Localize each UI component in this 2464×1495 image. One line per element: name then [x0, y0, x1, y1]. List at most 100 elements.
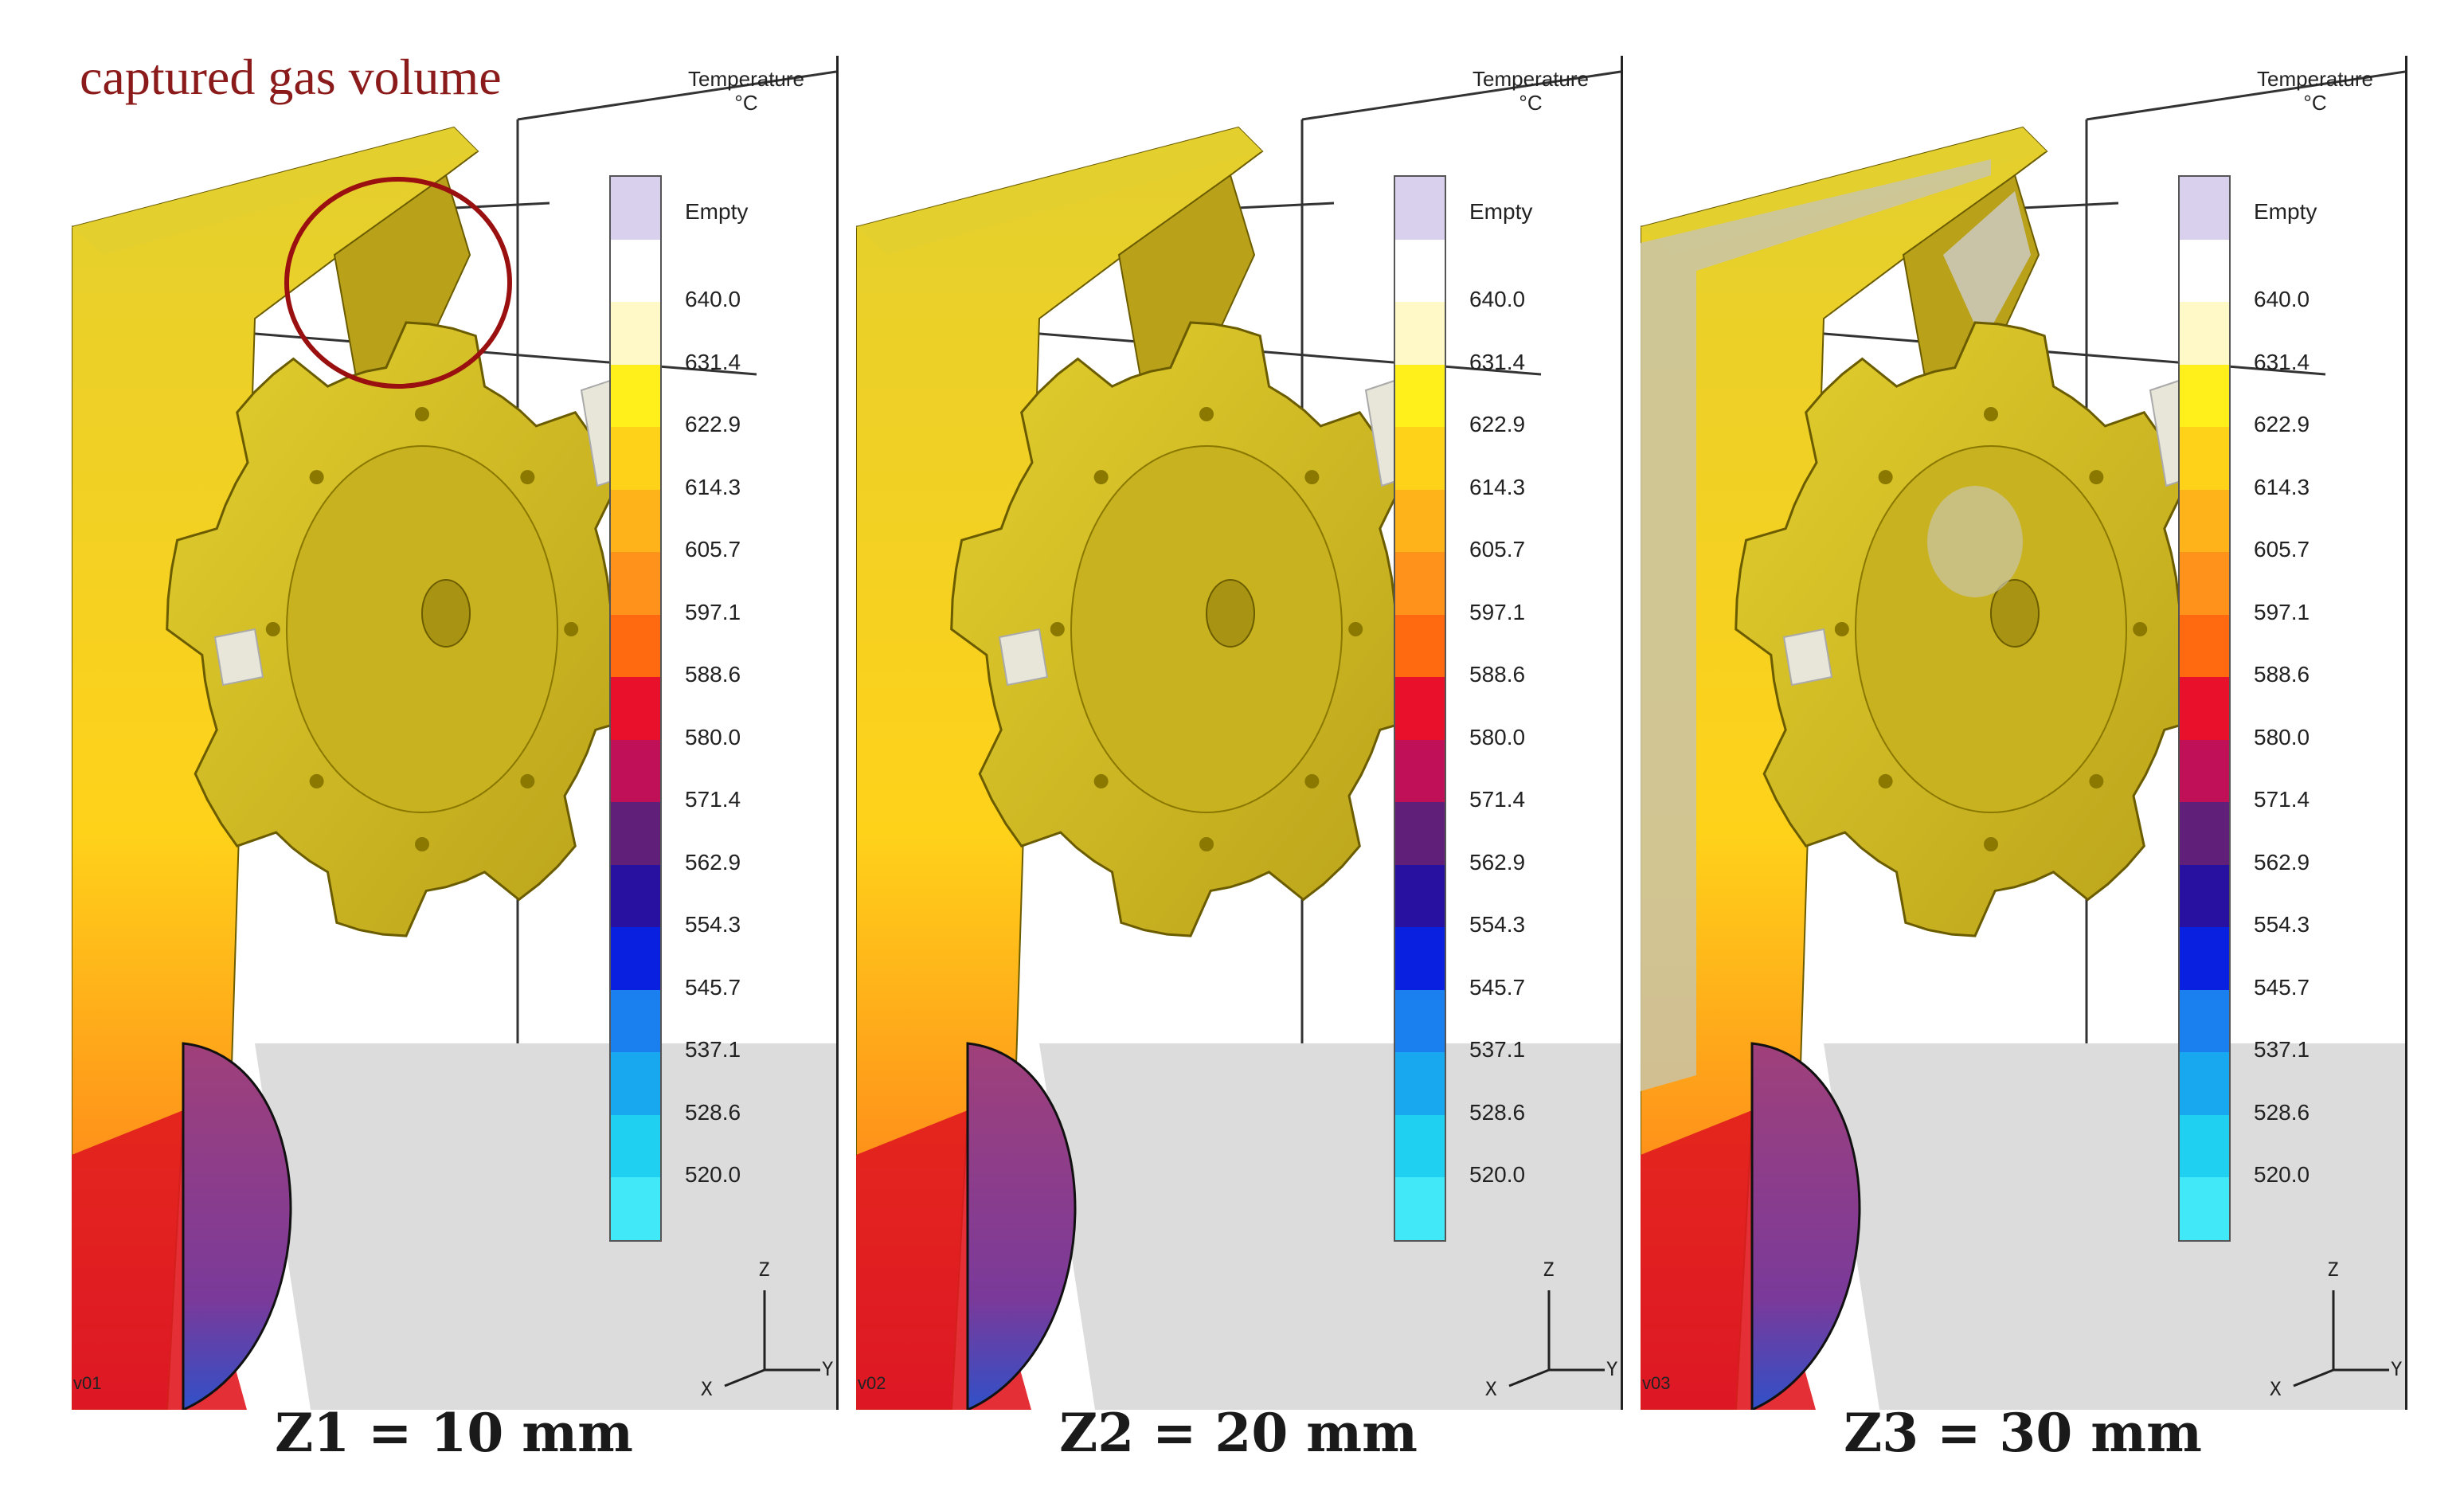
legend-tick-label: 631.4	[685, 349, 741, 374]
z-axis-label: Z	[2327, 1258, 2339, 1281]
legend-swatch	[2180, 302, 2229, 365]
x-axis-label: X	[2270, 1378, 2282, 1400]
legend-swatch	[2180, 677, 2229, 740]
bolt-hole	[1348, 622, 1363, 636]
axis-triad: Z X Y	[2262, 1250, 2405, 1410]
legend-swatch	[611, 239, 660, 302]
legend-swatch	[1395, 1052, 1445, 1115]
legend-swatch	[1395, 927, 1445, 990]
axis-triad: Z X Y	[693, 1250, 836, 1410]
legend-tick-label: 537.1	[685, 1037, 741, 1062]
floor-plane	[255, 1043, 836, 1410]
legend-tick-label: 588.6	[1469, 662, 1526, 687]
bolt-hole	[1878, 773, 1893, 789]
legend-tick-label: 640.0	[2254, 287, 2310, 311]
legend-swatch	[2180, 802, 2229, 865]
legend-tick-label: 640.0	[685, 287, 741, 311]
bounding-box-edge	[1301, 70, 1621, 121]
bolt-hole	[1199, 837, 1214, 851]
legend-swatch	[2180, 552, 2229, 615]
legend-tick-label: 640.0	[1469, 287, 1526, 311]
legend-swatch	[2180, 1177, 2229, 1240]
legend-tick-label: 520.0	[685, 1162, 741, 1187]
bolt-hole	[2133, 622, 2148, 636]
gas-volume-circle	[284, 177, 512, 389]
casting-render	[72, 70, 836, 1410]
legend-tick-label: 580.0	[2254, 724, 2310, 749]
legend-tick-label: 605.7	[2254, 537, 2310, 562]
legend-swatch	[2180, 177, 2229, 240]
panel-version-label: v02	[858, 1373, 886, 1393]
legend-title: Temperature °C	[1473, 67, 1589, 115]
legend-tick-label: 588.6	[685, 662, 741, 687]
legend-swatch	[1395, 614, 1445, 677]
legend-swatch	[1395, 1114, 1445, 1177]
empty-ingate	[1943, 191, 2031, 342]
floor-plane	[1824, 1043, 2405, 1410]
panel-version-label: v03	[1642, 1373, 1671, 1393]
legend-swatch	[611, 802, 660, 865]
axis-triad-lines	[2293, 1290, 2389, 1387]
simulation-panel-3: Temperature °C Empty 640.0 631.4 622.9 614.3 6…	[1641, 56, 2407, 1410]
bolt-hole	[1878, 470, 1893, 485]
bolt-hole	[1093, 470, 1109, 485]
legend-tick-label: 571.4	[685, 787, 741, 812]
legend-swatch	[1395, 739, 1445, 802]
legend-tick-label: 562.9	[1469, 849, 1526, 875]
legend-tick-label: 545.7	[1469, 974, 1526, 1000]
legend-swatch	[1395, 1177, 1445, 1240]
overflow-ghost	[1782, 628, 1833, 687]
bolt-hole	[1304, 773, 1320, 789]
bolt-hole	[2089, 470, 2104, 485]
bolt-hole	[415, 837, 429, 851]
legend-swatch	[1395, 364, 1445, 427]
legend-swatch	[611, 739, 660, 802]
biscuit-cup	[182, 1042, 292, 1410]
bolt-hole	[1834, 622, 1849, 636]
legend-swatch	[611, 677, 660, 740]
legend-tick-label: 614.3	[685, 474, 741, 499]
bounding-box-edge	[2086, 70, 2405, 121]
panel-caption: Z1 = 10 mm	[275, 1402, 633, 1464]
bounding-box-edge	[517, 70, 836, 121]
legend-tick-label: 580.0	[1469, 724, 1526, 749]
y-axis-label: Y	[1606, 1358, 1618, 1380]
x-axis-label: X	[701, 1378, 713, 1400]
legend-color-bar	[609, 175, 662, 1242]
legend-swatch	[2180, 489, 2229, 552]
z-axis-label: Z	[758, 1258, 770, 1281]
panel-version-label: v01	[73, 1373, 102, 1393]
gear-center-bore	[421, 579, 471, 648]
panel-caption: Z3 = 30 mm	[1844, 1402, 2202, 1464]
captured-gas-annotation: captured gas volume	[80, 49, 502, 105]
legend-tick-label: 562.9	[2254, 849, 2310, 875]
overflow-ghost	[213, 628, 264, 687]
legend-tick-label: 528.6	[1469, 1099, 1526, 1125]
legend-tick-label: 545.7	[685, 974, 741, 1000]
legend-title: Temperature °C	[688, 67, 804, 115]
bolt-hole	[265, 622, 280, 636]
x-axis-line	[2293, 1368, 2334, 1387]
legend-swatch	[1395, 302, 1445, 365]
legend-swatch	[1395, 177, 1445, 240]
biscuit-cup	[966, 1042, 1077, 1410]
legend-swatch	[1395, 864, 1445, 927]
legend-swatch	[611, 364, 660, 427]
overflow-ghost	[998, 628, 1049, 687]
legend-tick-label: 528.6	[685, 1099, 741, 1125]
z-axis-label: Z	[1543, 1258, 1555, 1281]
legend-tick-label: 597.1	[685, 599, 741, 624]
biscuit-cup	[1750, 1042, 1861, 1410]
bolt-hole	[1984, 407, 1998, 421]
legend-tick-label: 588.6	[2254, 662, 2310, 687]
legend-swatch	[1395, 989, 1445, 1052]
legend-tick-label: 605.7	[1469, 537, 1526, 562]
legend-swatch	[611, 989, 660, 1052]
bolt-hole	[520, 470, 535, 485]
x-axis-line	[1508, 1368, 1550, 1387]
legend-swatch	[1395, 489, 1445, 552]
legend-tick-label: 580.0	[685, 724, 741, 749]
floor-plane	[1039, 1043, 1621, 1410]
ingate	[1117, 174, 1256, 392]
